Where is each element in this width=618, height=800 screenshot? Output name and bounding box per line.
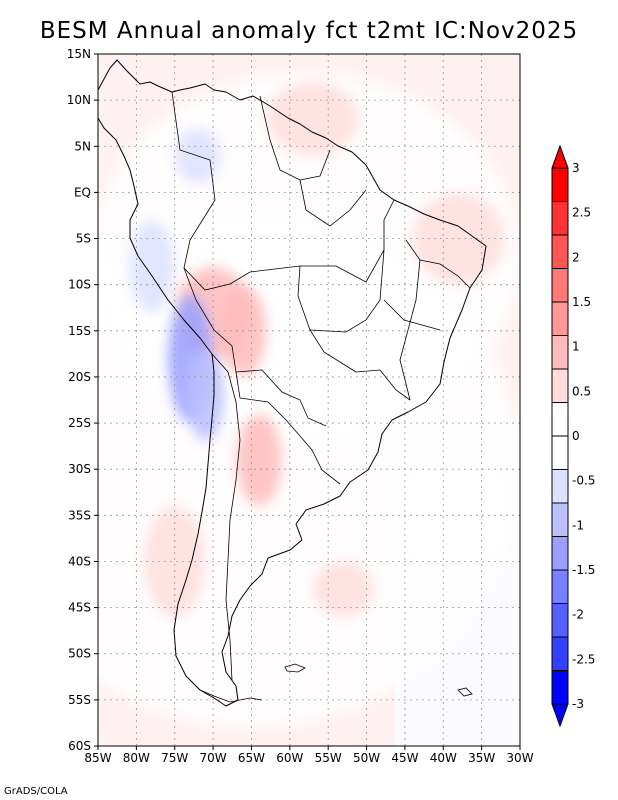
- x-tick-label: 70W: [200, 751, 227, 765]
- x-tick-label: 50W: [353, 751, 380, 765]
- x-tick-label: 35W: [468, 751, 495, 765]
- anomaly-field: [98, 54, 520, 746]
- colorbar-segment: [551, 469, 569, 504]
- axes: 85W 80W 75W 70W 65W 60W 55W 50W 45W 40W 35W 30W 15N 1…: [67, 47, 534, 765]
- colorbar-bottom-arrow: [551, 703, 569, 728]
- anomaly-blob: [186, 349, 225, 442]
- x-tick-label: 85W: [84, 751, 111, 765]
- anomaly-blob: [128, 220, 175, 313]
- islands: [199, 663, 473, 703]
- south-america-coastline: [97, 59, 487, 707]
- anomaly-blob: [144, 506, 206, 617]
- colorbar-label: -1: [572, 518, 584, 532]
- colorbar-label: 2.5: [572, 206, 591, 220]
- x-tick-label: 65W: [238, 751, 265, 765]
- anomaly-blob: [236, 413, 283, 507]
- colorbar-label: 1: [572, 340, 580, 354]
- country-borders: [171, 91, 471, 681]
- map-title: BESM Annual anomaly fct t2mt IC:Nov2025: [39, 18, 579, 44]
- x-tick-label: 80W: [123, 751, 150, 765]
- colorbar: 3 2.5 2 1.5 1 0.5 0 -0.5 -1 -1.5 -2 -2.5 -3: [551, 144, 595, 728]
- colorbar-segment: [551, 234, 569, 269]
- x-tick-label: 30W: [506, 751, 533, 765]
- anomaly-blob: [266, 81, 359, 156]
- colorbar-label: 1.5: [572, 295, 591, 309]
- colorbar-segment: [551, 402, 569, 437]
- y-tick-label: 55S: [68, 693, 91, 707]
- colorbar-segment: [551, 268, 569, 303]
- colorbar-segment: [551, 670, 569, 705]
- y-tick-label: 35S: [68, 508, 91, 522]
- colorbar-top-arrow: [551, 144, 569, 169]
- y-tick-label: 25S: [68, 416, 91, 430]
- y-tick-label: 10S: [68, 278, 91, 292]
- colorbar-segment: [551, 603, 569, 638]
- y-tick-label: 30S: [68, 462, 91, 476]
- colorbar-label: 2: [572, 250, 580, 264]
- x-tick-label: 40W: [430, 751, 457, 765]
- y-tick-label: 5S: [76, 232, 91, 246]
- colorbar-segment: [551, 536, 569, 571]
- x-tick-label: 45W: [391, 751, 418, 765]
- x-tick-label: 60W: [276, 751, 303, 765]
- colorbar-label: 0.5: [572, 384, 591, 398]
- colorbar-label: 3: [572, 161, 580, 175]
- y-tick-label: 15S: [68, 324, 91, 338]
- colorbar-segment: [551, 636, 569, 671]
- colorbar-segment: [551, 435, 569, 470]
- colorbar-segment: [551, 368, 569, 403]
- colorbar-label: -0.5: [572, 474, 595, 488]
- y-tick-label: 5N: [74, 139, 91, 153]
- x-tick-label: 55W: [315, 751, 342, 765]
- y-tick-label: 10N: [67, 93, 91, 107]
- colorbar-segment: [551, 167, 569, 202]
- colorbar-segment: [551, 569, 569, 604]
- colorbar-label: 0: [572, 429, 580, 443]
- y-tick-label: 20S: [68, 370, 91, 384]
- plot-frame: [97, 53, 521, 747]
- colorbar-segment: [551, 301, 569, 336]
- colorbar-segment: [551, 335, 569, 370]
- colorbar-label: -2: [572, 608, 584, 622]
- y-tick-label: 50S: [68, 647, 91, 661]
- colorbar-segment: [551, 502, 569, 537]
- y-tick-label: 40S: [68, 554, 91, 568]
- colorbar-label: -2.5: [572, 652, 595, 666]
- y-tick-label: 60S: [68, 739, 91, 753]
- colorbar-segment: [551, 201, 569, 236]
- graticule: [98, 54, 520, 746]
- anomaly-blob: [312, 561, 375, 617]
- y-tick-label: EQ: [74, 185, 91, 199]
- y-tick-label: 45S: [68, 601, 91, 615]
- anomaly-blob: [174, 127, 221, 184]
- y-tick-label: 15N: [67, 47, 91, 61]
- colorbar-label: -1.5: [572, 563, 595, 577]
- credit-label: GrADS/COLA: [4, 786, 68, 797]
- x-tick-label: 75W: [161, 751, 188, 765]
- colorbar-label: -3: [572, 697, 584, 711]
